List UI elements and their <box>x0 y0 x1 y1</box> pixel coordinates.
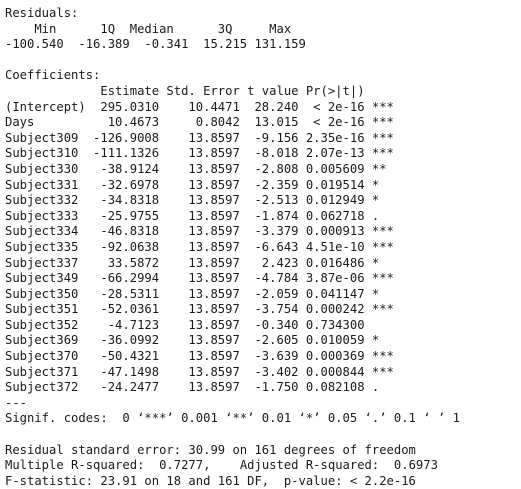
coefficient-row: (Intercept) 295.0310 10.4471 28.240 < 2e… <box>5 99 394 114</box>
coefficient-row: Subject332 -34.8318 13.8597 -2.513 0.012… <box>5 193 394 208</box>
coefficient-row: Subject369 -36.0992 13.8597 -2.605 0.010… <box>5 333 394 348</box>
coefficient-row: Subject350 -28.5311 13.8597 -2.059 0.041… <box>5 286 394 301</box>
coefficient-row: Subject310 -111.1326 13.8597 -8.018 2.07… <box>5 146 394 161</box>
coefficient-row: Subject351 -52.0361 13.8597 -3.754 0.000… <box>5 302 394 317</box>
signif-codes: Signif. codes: 0 ‘***’ 0.001 ‘**’ 0.01 ‘… <box>5 411 460 426</box>
coefficient-row: Subject372 -24.2477 13.8597 -1.750 0.082… <box>5 380 394 395</box>
coefficients-header: Coefficients: <box>5 68 101 83</box>
coefficients-table: (Intercept) 295.0310 10.4471 28.240 < 2e… <box>5 100 521 396</box>
coefficient-row: Subject370 -50.4321 13.8597 -3.639 0.000… <box>5 349 394 364</box>
coefficient-row: Subject349 -66.2994 13.8597 -4.784 3.87e… <box>5 271 394 286</box>
residuals-header: Residuals: <box>5 6 79 20</box>
coefficient-row: Subject335 -92.0638 13.8597 -6.643 4.51e… <box>5 239 394 254</box>
residuals-quantile-labels: Min 1Q Median 3Q Max <box>5 21 299 36</box>
coefficient-row: Subject337 33.5872 13.8597 2.423 0.01648… <box>5 255 394 270</box>
coefficients-column-header: Estimate Std. Error t value Pr(>|t|) <box>5 83 394 98</box>
residuals-quantile-values: -100.540 -16.389 -0.341 15.215 131.159 <box>5 37 314 52</box>
residual-standard-error: Residual standard error: 30.99 on 161 de… <box>5 442 416 457</box>
coefficient-row: Subject331 -32.6978 13.8597 -2.359 0.019… <box>5 177 394 192</box>
r-squared-line: Multiple R-squared: 0.7277, Adjusted R-s… <box>5 458 446 473</box>
coefficient-row: Subject309 -126.9008 13.8597 -9.156 2.35… <box>5 130 394 145</box>
coefficient-row: Subject352 -4.7123 13.8597 -0.340 0.7343… <box>5 317 394 332</box>
blank-line <box>5 427 521 443</box>
coefficient-row: Subject333 -25.9755 13.8597 -1.874 0.062… <box>5 208 394 223</box>
coefficient-row: Subject371 -47.1498 13.8597 -3.402 0.000… <box>5 364 394 379</box>
blank-line <box>5 53 521 69</box>
coefficient-row: Days 10.4673 0.8042 13.015 < 2e-16 *** <box>5 115 394 130</box>
coefficient-row: Subject330 -38.9124 13.8597 -2.808 0.005… <box>5 161 394 176</box>
f-statistic-line: F-statistic: 23.91 on 18 and 161 DF, p-v… <box>5 473 416 488</box>
signif-separator: --- <box>5 395 28 410</box>
coefficient-row: Subject334 -46.8318 13.8597 -3.379 0.000… <box>5 224 394 239</box>
